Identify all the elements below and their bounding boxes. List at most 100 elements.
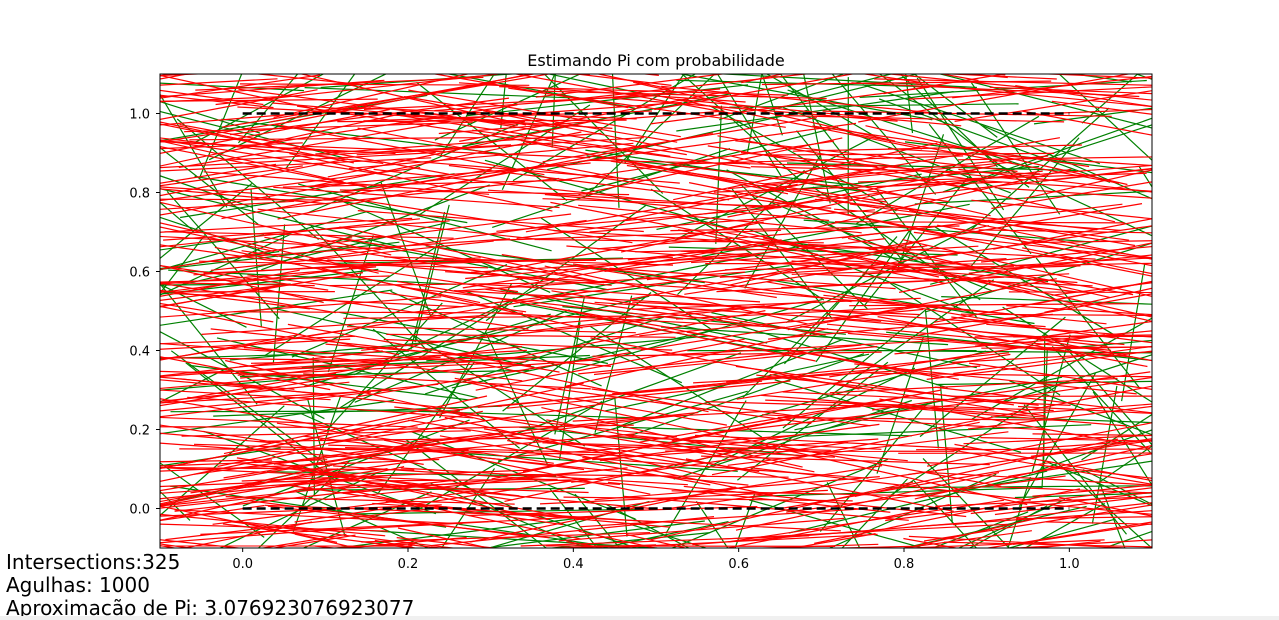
needle-not-crossing [267, 505, 550, 539]
needle-crossing [812, 186, 981, 301]
needle-not-crossing [333, 465, 620, 485]
needle-not-crossing [356, 352, 631, 398]
needle-not-crossing [160, 165, 303, 187]
needle-not-crossing [943, 541, 1152, 548]
needle-not-crossing [939, 74, 1057, 80]
needle-not-crossing [160, 140, 344, 183]
needle-not-crossing [895, 539, 1105, 548]
needle-not-crossing [590, 337, 860, 390]
needle-not-crossing [822, 110, 1112, 117]
needle-crossing [1051, 345, 1152, 456]
needle-not-crossing [571, 74, 672, 86]
needle-not-crossing [926, 422, 1152, 467]
needle-not-crossing [582, 457, 869, 479]
needle-not-crossing [214, 246, 481, 304]
needle-crossing [956, 124, 1152, 189]
needle-not-crossing [577, 122, 857, 163]
needle-not-crossing [673, 142, 938, 201]
needle-not-crossing [924, 504, 1152, 542]
needle-not-crossing [160, 142, 303, 150]
needle-not-crossing [274, 123, 545, 176]
needle-crossing [742, 272, 867, 398]
needle-crossing [931, 511, 1029, 548]
needle-not-crossing [677, 216, 940, 278]
needle-not-crossing [394, 114, 671, 157]
needle-not-crossing [646, 245, 928, 281]
needle-not-crossing [160, 389, 331, 401]
needle-not-crossing [993, 486, 1152, 494]
needle-not-crossing [957, 156, 1152, 161]
needle-crossing [1035, 257, 1140, 388]
needle-crossing [574, 493, 621, 548]
needle-not-crossing [981, 245, 1152, 263]
needle-not-crossing [804, 273, 1093, 287]
needle-crossing [1009, 380, 1152, 436]
needle-not-crossing [160, 504, 442, 517]
needle-not-crossing [839, 318, 1125, 346]
needle-not-crossing [186, 361, 475, 374]
needle-not-crossing [727, 161, 1012, 190]
needle-not-crossing [160, 222, 379, 274]
needle-crossing [357, 409, 647, 419]
needle-not-crossing [894, 330, 1152, 355]
needle-crossing [572, 299, 822, 371]
needle-not-crossing [312, 291, 587, 337]
needle-crossing [933, 225, 1115, 336]
needle-crossing [794, 376, 1063, 431]
needle-crossing [295, 490, 430, 548]
needle-not-crossing [160, 226, 275, 253]
needle-not-crossing [473, 553, 762, 562]
needle-not-crossing [909, 209, 1152, 260]
needle-not-crossing [588, 159, 878, 168]
needle-not-crossing [470, 486, 736, 543]
needle-not-crossing [239, 349, 527, 368]
needle-not-crossing [573, 263, 852, 303]
needle-not-crossing [160, 333, 302, 361]
needle-not-crossing [967, 405, 1152, 430]
needle-crossing [410, 211, 446, 350]
needle-not-crossing [807, 243, 1096, 260]
needle-not-crossing [276, 177, 560, 210]
needle-not-crossing [933, 281, 1152, 323]
needle-not-crossing [829, 377, 1118, 394]
needle-crossing [451, 329, 715, 389]
needle-not-crossing [160, 447, 318, 482]
needle-not-crossing [195, 76, 484, 91]
needle-not-crossing [383, 338, 673, 351]
needle-crossing [935, 380, 1152, 386]
needle-crossing [1024, 502, 1105, 548]
needle-not-crossing [981, 180, 1152, 192]
needle-not-crossing [655, 94, 923, 150]
needle-not-crossing [160, 89, 264, 106]
needle-not-crossing [298, 478, 588, 491]
needle-not-crossing [237, 361, 526, 376]
needle-crossing [598, 521, 729, 548]
needle-crossing [176, 118, 319, 241]
needle-crossing [160, 188, 402, 248]
needle-not-crossing [383, 439, 651, 495]
x-tick-label: 0.4 [563, 557, 584, 572]
needle-not-crossing [299, 482, 589, 494]
needle-not-crossing [632, 301, 921, 316]
needle-not-crossing [991, 181, 1152, 210]
needle-not-crossing [222, 523, 416, 548]
needle-crossing [905, 74, 914, 134]
needle-not-crossing [1017, 405, 1152, 414]
needle-not-crossing [160, 376, 295, 390]
needle-not-crossing [454, 377, 728, 426]
needle-not-crossing [1019, 335, 1152, 362]
needle-crossing [213, 405, 502, 417]
needle-not-crossing [160, 335, 356, 345]
needle-not-crossing [160, 78, 278, 86]
needle-not-crossing [623, 166, 891, 221]
needle-not-crossing [764, 152, 1055, 156]
needle-not-crossing [282, 464, 549, 521]
needle-crossing [774, 379, 1022, 453]
needle-crossing [1033, 107, 1152, 125]
needle-not-crossing [547, 442, 835, 458]
needle-not-crossing [883, 74, 1009, 95]
x-tick-label: 0.8 [894, 557, 915, 572]
